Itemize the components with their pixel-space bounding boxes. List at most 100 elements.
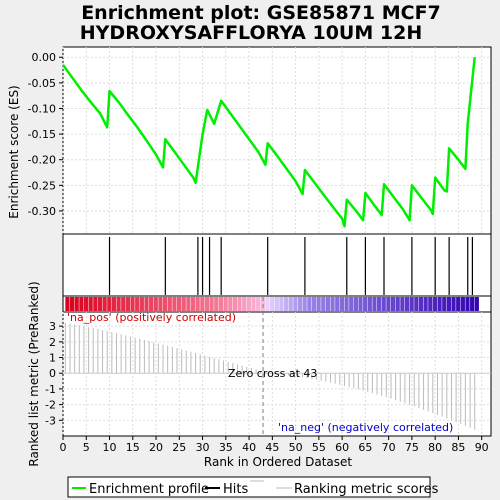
heat-bar-cell [442,297,447,311]
heat-bar-cell [88,297,93,311]
rank-y-tick-label: -3 [45,414,56,427]
heat-bar-cell [446,297,451,311]
heat-bar-cell [423,297,428,311]
heat-bar-cell [293,297,298,311]
rank-y-tick-label: 0 [49,367,56,380]
x-tick-label: 35 [219,441,233,454]
heat-bar-cell [395,297,400,311]
heat-bar-cell [163,297,168,311]
x-tick-label: 75 [405,441,419,454]
x-tick-label: 45 [265,441,279,454]
heat-bar-cell [204,297,210,311]
heat-bar-cell [404,297,410,311]
x-tick-label: 10 [103,441,117,454]
heat-bar-cell [418,297,424,311]
ranking-metric-bars [63,322,491,430]
heat-bar-cell [353,297,358,311]
hits-panel [62,233,492,297]
x-tick-label: 0 [60,441,67,454]
heat-bar-cell [330,297,335,311]
heat-bar-cell [325,297,331,311]
heat-bar-cell [176,297,182,311]
heat-bar-cell [223,297,228,311]
heat-bar-cell [153,297,158,311]
heat-bar-cell [302,297,307,311]
heat-bar-cell [172,297,177,311]
heat-bar-cell [228,297,233,311]
heat-bar-cell [381,297,386,311]
rank-y-tick-label: -2 [45,399,56,412]
legend-metric-label: Ranking metric scores [294,482,439,497]
heat-bar-cell [470,297,475,311]
heat-bar-cell [209,297,214,311]
heat-bar-cell [311,297,317,311]
heat-bar-cell [297,297,303,311]
heat-bar-cell [349,297,354,311]
heat-bar-cell [149,297,154,311]
rank-y-tick-label: 3 [49,320,56,333]
heat-bar-cell [321,297,326,311]
x-tick-label: 60 [335,441,349,454]
heat-bar-cell [283,297,289,311]
x-tick-label: 85 [451,441,465,454]
heat-bar-cell [125,297,130,311]
x-tick-label: 65 [358,441,372,454]
heat-bar-cell [79,297,84,311]
x-tick-label: 80 [428,441,442,454]
zero-cross-label: Zero cross at 43 [228,367,317,380]
heat-bar-cell [265,297,270,311]
heat-bar-cell [130,297,135,311]
heat-bar-cell [246,297,251,311]
es-y-tick-label: 0.00 [32,51,57,64]
heat-bar-cell [93,297,98,311]
heat-bar-cell [432,297,438,311]
heat-bar-cell [186,297,191,311]
heat-bar-cell [121,297,126,311]
negative-correlation-label: 'na_neg' (negatively correlated) [278,421,453,434]
heat-bar-cell [181,297,186,311]
es-y-tick-label: -0.05 [28,77,56,90]
legend-hits-label: Hits [223,482,248,497]
heat-bar-cell [414,297,419,311]
rank-y-tick-label: -1 [45,383,56,396]
es-y-ticks: 0.00 -0.05 -0.10 -0.15 -0.20 -0.25 -0.30 [28,51,63,218]
heat-bar-cell [242,297,247,311]
heat-bar-cell [111,297,117,311]
es-y-tick-label: -0.10 [28,102,56,115]
heat-bar-cell [190,297,196,311]
heat-bar-cell [144,297,149,311]
heat-bar-cell [83,297,89,311]
es-y-tick-label: -0.25 [28,179,56,192]
heat-bar-cell [358,297,363,311]
rank-y-axis-label: Ranked list metric (PreRanked) [27,281,41,466]
heat-bar-cell [279,297,284,311]
x-axis-label: Rank in Ordered Dataset [204,455,352,469]
heat-bar-cell [390,297,396,311]
x-tick-label: 20 [149,441,163,454]
heat-bar-cell [363,297,368,311]
heat-bar-cell [274,297,279,311]
x-tick-label: 5 [83,441,90,454]
chart-title-line2: HYDROXYSAFFLORYA 10UM 12H [80,22,422,44]
heat-bar-cell [344,297,349,311]
es-y-tick-label: -0.30 [28,205,56,218]
heat-bar-cell [451,297,456,311]
heat-bar-cell [102,297,107,311]
es-y-tick-label: -0.20 [28,154,56,167]
heat-bar-cell [377,297,382,311]
heat-bar-cell [307,297,312,311]
heat-bar-cell [339,297,344,311]
heat-bar-cell [237,297,242,311]
heat-bar-cell [200,297,205,311]
heat-bar-cell [335,297,340,311]
legend [67,476,431,498]
es-y-tick-label: -0.15 [28,128,56,141]
heat-bar-cell [409,297,414,311]
heat-bar-cell [195,297,200,311]
x-tick-label: 40 [242,441,256,454]
es-gridlines [62,47,491,234]
x-ticks: 0 5 10 15 20 25 30 35 40 45 50 55 60 65 70 75 80 85 90 [60,436,489,454]
rank-y-tick-label: 2 [49,336,56,349]
